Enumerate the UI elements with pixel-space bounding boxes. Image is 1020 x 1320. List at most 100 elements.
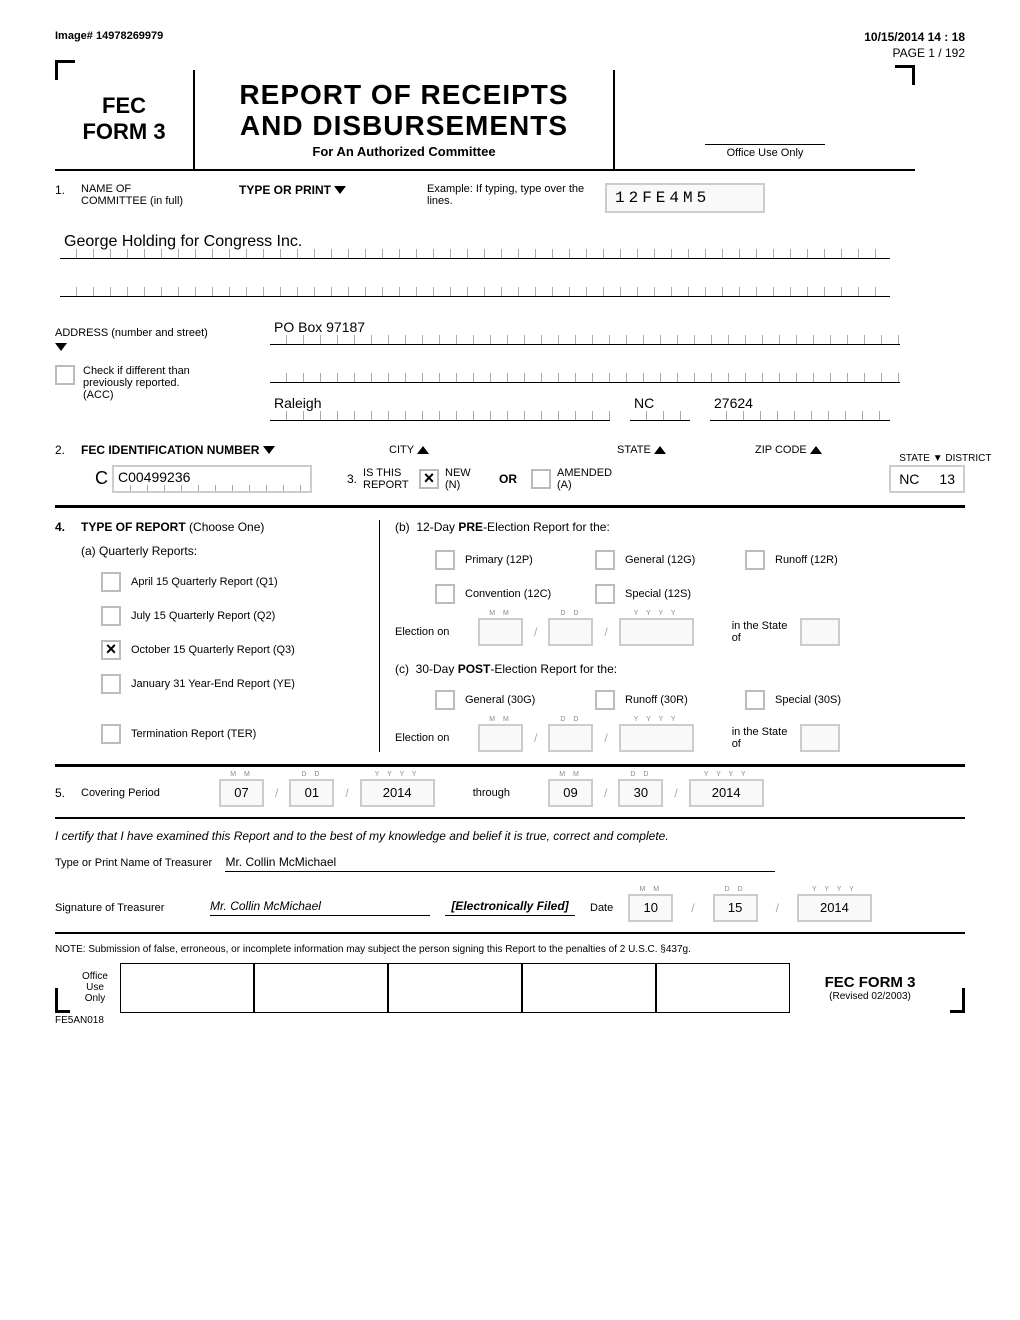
30r-label: Runoff (30R) xyxy=(625,694,735,706)
new-checkbox[interactable]: × xyxy=(419,469,439,489)
s4-c-label: 30-Day POST-Election Report for the: xyxy=(416,662,617,676)
top-meta-row: Image# 14978269979 10/15/2014 14 : 18 PA… xyxy=(55,30,965,60)
note-text: NOTE: Submission of false, erroneous, or… xyxy=(55,944,965,955)
sd-state: NC xyxy=(899,471,919,487)
in-state-c: in the State of xyxy=(732,726,792,750)
section-5: 5. Covering Period M M07/ D D01/ Y Y Y Y… xyxy=(55,779,965,807)
30s-checkbox[interactable] xyxy=(745,690,765,710)
timestamp: 10/15/2014 14 : 18 xyxy=(864,30,965,44)
pre-mm[interactable]: M M xyxy=(478,618,523,646)
s4-num: 4. xyxy=(55,520,73,534)
s1-label1: NAME OF xyxy=(81,183,231,195)
30g-label: General (30G) xyxy=(465,694,585,706)
arrow-down-icon xyxy=(334,186,346,194)
s4-title: TYPE OF REPORT xyxy=(81,520,186,534)
corner-bl xyxy=(55,988,70,1013)
sig-mm[interactable]: M M10 xyxy=(628,894,673,922)
sig-label: Signature of Treasurer xyxy=(55,902,195,914)
office-use-label: OfficeUseOnly xyxy=(70,963,120,1013)
fec-id-field[interactable]: C00499236 xyxy=(112,465,312,493)
pre-yyyy[interactable]: Y Y Y Y xyxy=(619,618,694,646)
12g-checkbox[interactable] xyxy=(595,550,615,570)
zip-field[interactable]: 27624 xyxy=(710,393,890,421)
30r-checkbox[interactable] xyxy=(595,690,615,710)
post-dd[interactable]: D D xyxy=(548,724,593,752)
state-district-label: STATE ▼ DISTRICT xyxy=(899,453,991,464)
section-4: 4. TYPE OF REPORT (Choose One) (a) Quart… xyxy=(55,520,965,752)
check-different-checkbox[interactable] xyxy=(55,365,75,385)
12c-label: Convention (12C) xyxy=(465,588,585,600)
fec-prefix: C xyxy=(95,468,108,489)
12p-checkbox[interactable] xyxy=(435,550,455,570)
address-field-2[interactable] xyxy=(270,355,900,383)
check-diff-label: Check if different than previously repor… xyxy=(83,365,203,401)
section-1: 1. NAME OF COMMITTEE (in full) TYPE OR P… xyxy=(55,183,965,213)
from-mm[interactable]: M M07 xyxy=(219,779,264,807)
12s-checkbox[interactable] xyxy=(595,584,615,604)
s5-num: 5. xyxy=(55,786,73,800)
election-on-c: Election on xyxy=(395,732,470,744)
form-name-2: FORM 3 xyxy=(82,119,165,145)
s4-a-label: Quarterly Reports: xyxy=(99,544,197,558)
title-line2: AND DISBURSEMENTS xyxy=(240,111,568,142)
type-or-print: TYPE OR PRINT xyxy=(239,183,331,197)
or-label: OR xyxy=(499,472,517,486)
to-mm[interactable]: M M09 xyxy=(548,779,593,807)
12r-checkbox[interactable] xyxy=(745,550,765,570)
30s-label: Special (30S) xyxy=(775,694,841,706)
amended-checkbox[interactable] xyxy=(531,469,551,489)
arrow-up-icon xyxy=(810,446,822,454)
arrow-up-icon xyxy=(654,446,666,454)
is-this: IS THIS xyxy=(363,467,413,479)
in-state-b: in the State of xyxy=(732,620,792,644)
q1-label: April 15 Quarterly Report (Q1) xyxy=(131,576,278,588)
post-mm[interactable]: M M xyxy=(478,724,523,752)
post-state[interactable] xyxy=(800,724,840,752)
address-label: ADDRESS (number and street) xyxy=(55,327,208,339)
sig-yyyy[interactable]: Y Y Y Y2014 xyxy=(797,894,872,922)
footer-box-2 xyxy=(254,963,388,1013)
city-label: CITY xyxy=(389,444,414,456)
committee-name-field-2[interactable] xyxy=(60,269,890,297)
footer-revised: (Revised 02/2003) xyxy=(790,991,950,1002)
ye-label: January 31 Year-End Report (YE) xyxy=(131,678,295,690)
q2-checkbox[interactable] xyxy=(101,606,121,626)
treasurer-name: Mr. Collin McMichael xyxy=(225,855,775,872)
sig-dd[interactable]: D D15 xyxy=(713,894,758,922)
city-field[interactable]: Raleigh xyxy=(270,393,610,421)
footer-form: FEC FORM 3 xyxy=(790,974,950,991)
footer-box-1 xyxy=(120,963,254,1013)
type-print-treasurer: Type or Print Name of Treasurer xyxy=(55,857,212,869)
date-label: Date xyxy=(590,902,613,914)
to-yyyy[interactable]: Y Y Y Y2014 xyxy=(689,779,764,807)
from-dd[interactable]: D D01 xyxy=(289,779,334,807)
q3-checkbox[interactable]: × xyxy=(101,640,121,660)
12s-label: Special (12S) xyxy=(625,588,691,600)
footer-box-3 xyxy=(388,963,522,1013)
arrow-down-icon xyxy=(55,343,67,351)
ye-checkbox[interactable] xyxy=(101,674,121,694)
ter-checkbox[interactable] xyxy=(101,724,121,744)
pre-dd[interactable]: D D xyxy=(548,618,593,646)
to-dd[interactable]: D D30 xyxy=(618,779,663,807)
s3-num: 3. xyxy=(347,472,357,486)
12c-checkbox[interactable] xyxy=(435,584,455,604)
committee-name-field[interactable]: George Holding for Congress Inc. xyxy=(60,231,890,259)
post-yyyy[interactable]: Y Y Y Y xyxy=(619,724,694,752)
ter-label: Termination Report (TER) xyxy=(131,728,256,740)
corner-tr xyxy=(895,65,915,85)
from-yyyy[interactable]: Y Y Y Y2014 xyxy=(360,779,435,807)
sd-district: 13 xyxy=(939,471,955,487)
s2-num: 2. xyxy=(55,443,73,457)
new-label: NEW (N) xyxy=(445,467,485,491)
footer-row: OfficeUseOnly FEC FORM 3 (Revised 02/200… xyxy=(55,963,965,1013)
q1-checkbox[interactable] xyxy=(101,572,121,592)
state-field[interactable]: NC xyxy=(630,393,690,421)
30g-checkbox[interactable] xyxy=(435,690,455,710)
12r-label: Runoff (12R) xyxy=(775,554,838,566)
address-field-1[interactable]: PO Box 97187 xyxy=(270,317,900,345)
image-num-label: Image# xyxy=(55,30,93,42)
s1-label2: COMMITTEE (in full) xyxy=(81,195,231,207)
form-name-1: FEC xyxy=(102,93,146,119)
pre-state[interactable] xyxy=(800,618,840,646)
